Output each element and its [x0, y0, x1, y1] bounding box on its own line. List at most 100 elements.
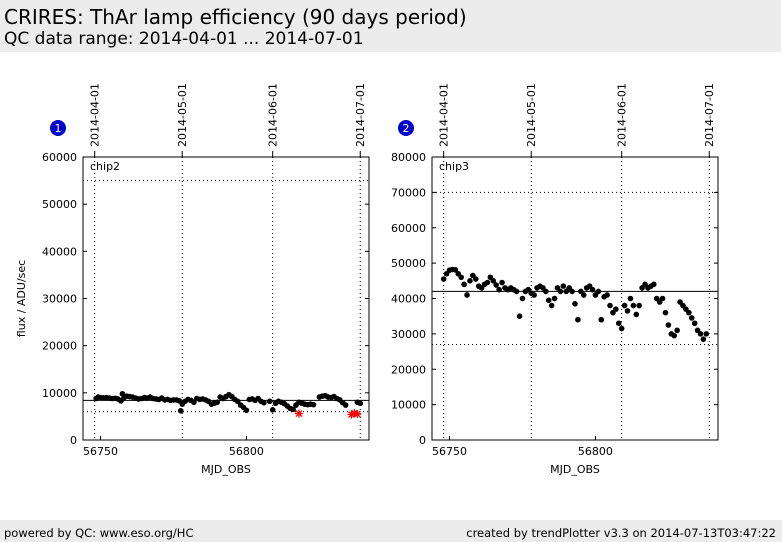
data-point — [569, 288, 575, 295]
data-point — [214, 399, 221, 406]
data-point — [234, 398, 241, 405]
footer-created-by: created by trendPlotter v3.3 on 2014-07-… — [466, 526, 776, 540]
data-point — [650, 281, 657, 288]
y-tick-label: 40000 — [42, 245, 77, 258]
date-marker-label: 2014-07-01 — [703, 83, 716, 147]
panel-badge-number: 1 — [55, 122, 62, 135]
y-tick-label: 70000 — [391, 186, 426, 199]
panel-label: chip3 — [439, 160, 469, 173]
data-point — [177, 407, 184, 414]
footer-powered-by: powered by QC: www.eso.org/HC — [4, 526, 194, 540]
data-point — [551, 295, 558, 302]
footer-bar: powered by QC: www.eso.org/HC created by… — [0, 520, 782, 542]
data-point — [686, 309, 692, 316]
data-point — [659, 295, 666, 302]
data-point — [493, 282, 500, 288]
y-tick-label: 60000 — [391, 222, 426, 235]
y-tick-label: 40000 — [391, 293, 426, 306]
data-point — [688, 315, 695, 321]
x-tick-label: 56750 — [432, 445, 467, 458]
y-tick-label: 50000 — [391, 257, 426, 270]
data-point — [119, 390, 126, 397]
data-point — [342, 402, 349, 408]
y-tick-label: 50000 — [42, 198, 77, 211]
data-point — [665, 322, 672, 328]
data-point — [499, 279, 505, 286]
data-point — [490, 278, 497, 284]
data-point — [484, 279, 491, 286]
panel-badge — [398, 120, 414, 136]
data-point — [636, 302, 643, 309]
y-tick-label: 20000 — [42, 340, 77, 353]
data-point — [630, 302, 637, 309]
x-tick-label: 56800 — [578, 445, 613, 458]
data-point — [461, 281, 467, 288]
y-axis-label: flux / ADU/sec — [15, 260, 28, 337]
data-point — [627, 295, 634, 302]
x-tick-label: 56750 — [83, 445, 118, 458]
date-marker-label: 2014-04-01 — [89, 83, 102, 147]
data-point — [467, 278, 473, 284]
chart-panel-2: 2014-04-01 2014-05-01 2014-06-01 2014-07-01… — [391, 83, 719, 476]
data-point — [290, 406, 296, 413]
data-range-subtitle: QC data range: 2014-04-01 ... 2014-07-01 — [4, 29, 364, 49]
data-point — [243, 407, 250, 414]
y-tick-label: 30000 — [391, 328, 426, 341]
data-point — [595, 288, 602, 295]
data-point — [519, 295, 526, 302]
outlier-point — [347, 410, 356, 419]
y-tick-label: 10000 — [391, 399, 426, 412]
x-axis-label: MJD_OBS — [201, 463, 251, 476]
data-point — [357, 400, 364, 407]
date-marker-label: 2014-07-01 — [354, 83, 367, 147]
x-tick-label: 56800 — [229, 445, 264, 458]
data-point — [464, 292, 470, 298]
data-point — [580, 292, 587, 298]
data-point — [269, 407, 276, 413]
data-point — [662, 309, 669, 316]
data-point — [607, 302, 613, 309]
data-point — [633, 311, 640, 318]
data-point — [191, 399, 197, 406]
data-point — [700, 336, 707, 342]
panel-badge — [50, 120, 66, 136]
data-point — [697, 331, 704, 337]
data-point — [615, 320, 622, 327]
panel-badge-number: 2 — [403, 122, 410, 135]
data-point — [671, 332, 678, 339]
data-point — [458, 274, 464, 281]
data-point — [266, 398, 273, 405]
data-point — [548, 302, 555, 309]
data-point — [496, 286, 502, 293]
y-tick-label: 20000 — [391, 363, 426, 376]
header-bar: CRIRES: ThAr lamp efficiency (90 days pe… — [0, 0, 781, 52]
data-point — [674, 327, 680, 334]
data-point — [440, 276, 447, 282]
data-point — [531, 292, 537, 298]
data-point — [613, 306, 619, 312]
outlier-point — [294, 409, 303, 418]
data-point — [545, 297, 552, 304]
date-marker-label: 2014-05-01 — [176, 83, 189, 147]
data-point — [624, 308, 631, 314]
data-point — [598, 316, 605, 323]
date-marker-label: 2014-04-01 — [438, 83, 451, 147]
data-point — [703, 331, 710, 337]
data-point — [472, 276, 479, 282]
data-point — [516, 313, 523, 319]
plot-frame — [431, 156, 719, 441]
data-point — [560, 283, 567, 289]
data-point — [452, 267, 459, 273]
page-title: CRIRES: ThAr lamp efficiency (90 days pe… — [4, 5, 467, 29]
data-point — [621, 302, 628, 309]
date-marker-label: 2014-06-01 — [267, 83, 280, 147]
date-marker-label: 2014-05-01 — [525, 83, 538, 147]
data-point — [310, 401, 317, 408]
data-point — [691, 320, 698, 327]
x-axis-label: MJD_OBS — [550, 463, 600, 476]
data-point — [557, 288, 564, 295]
y-tick-label: 60000 — [42, 151, 77, 164]
y-tick-label: 30000 — [42, 293, 77, 306]
data-point — [589, 286, 596, 293]
